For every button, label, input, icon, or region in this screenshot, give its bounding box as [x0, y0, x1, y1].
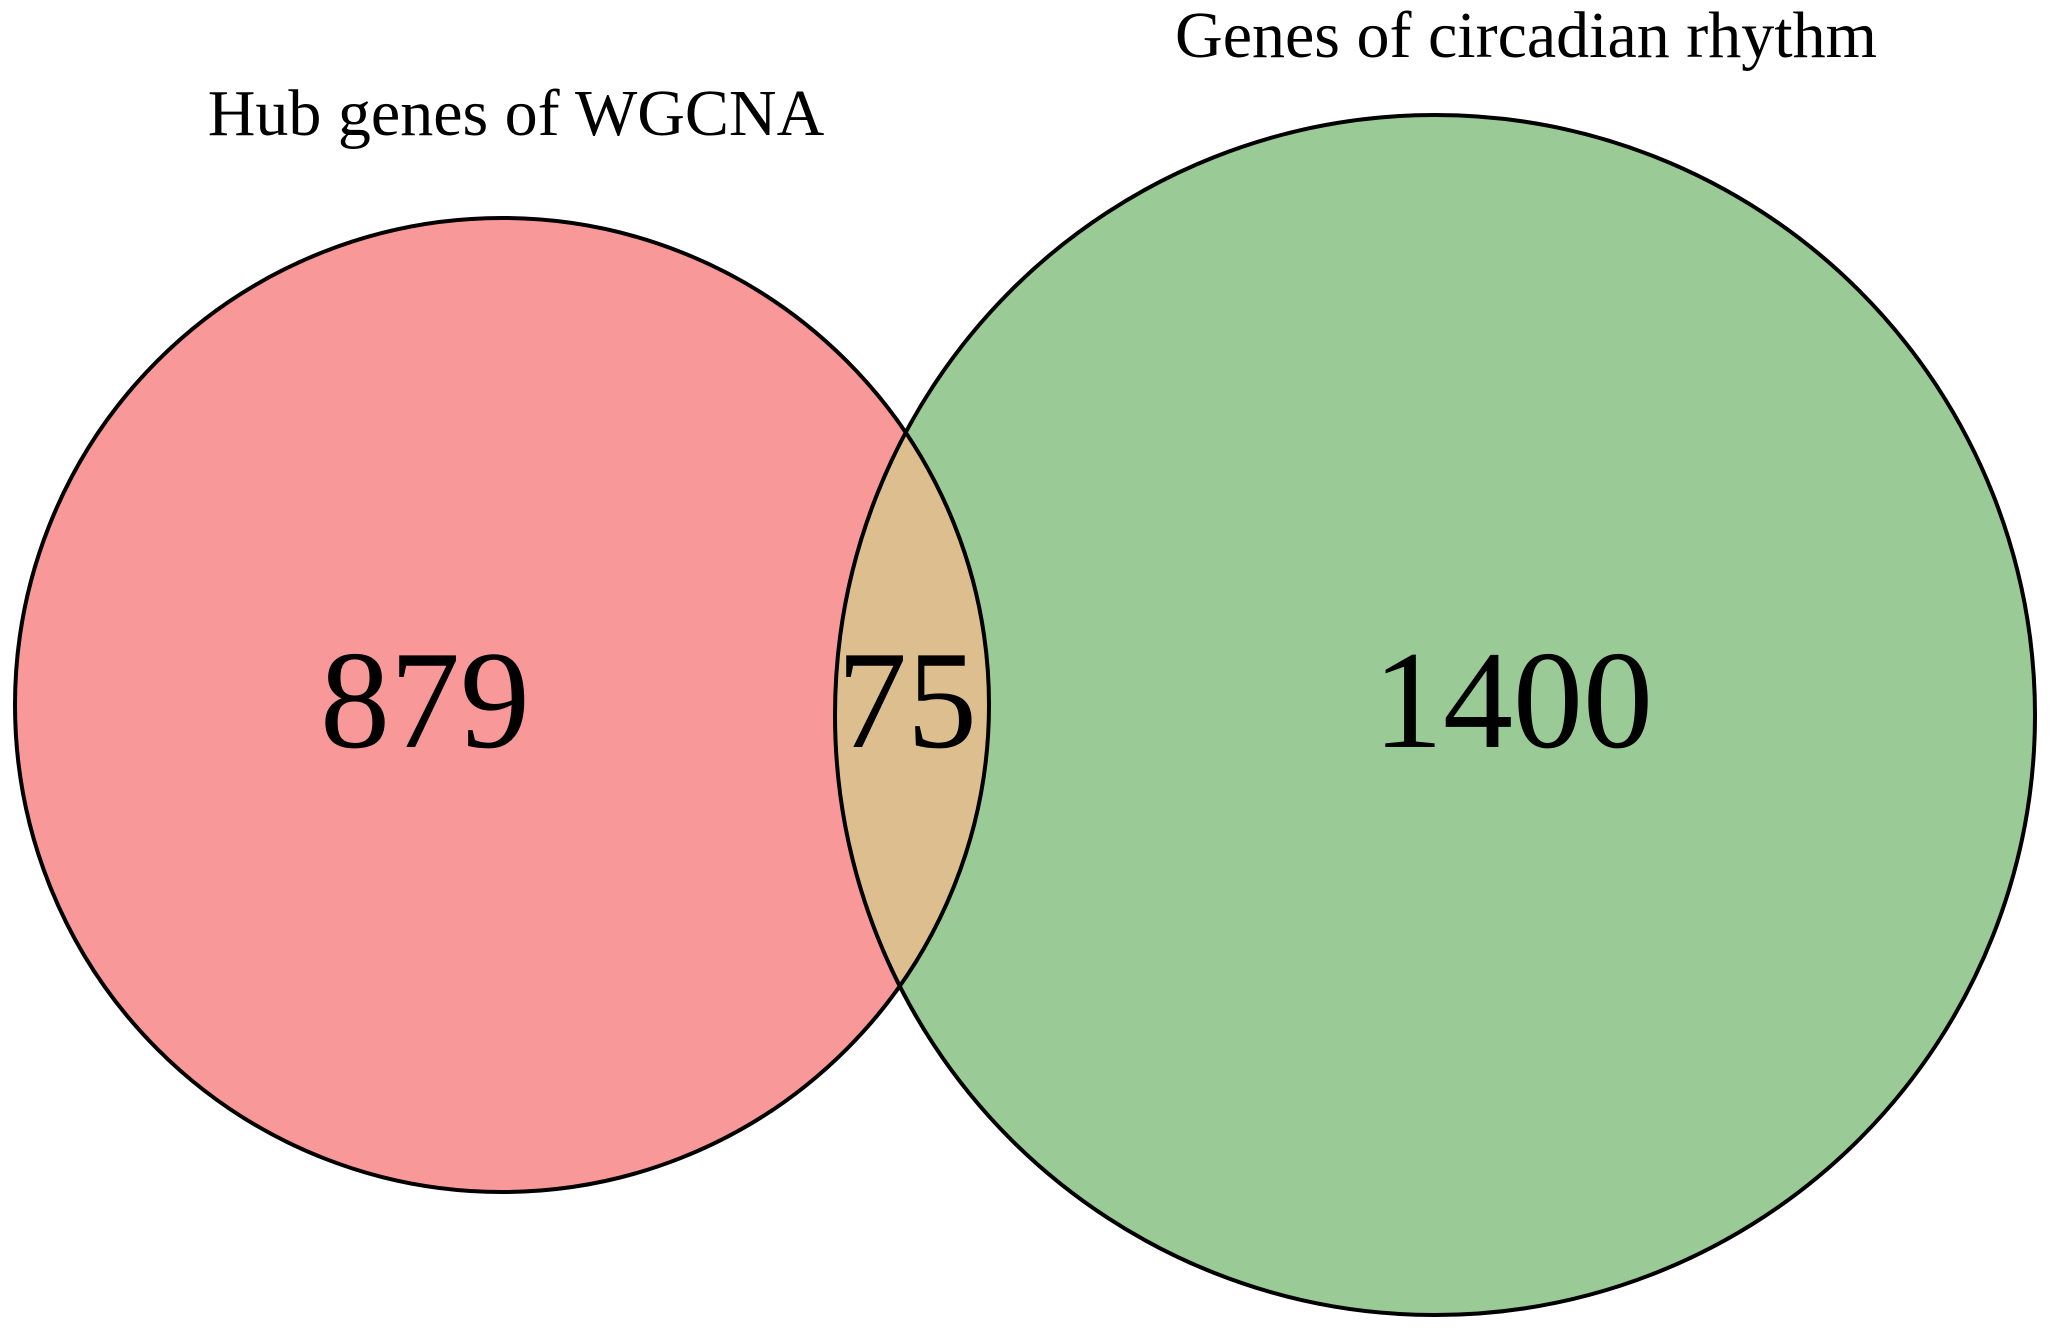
set-titles: Hub genes of WGCNA Genes of circadian rh…: [208, 0, 1877, 150]
intersection-count: 75: [837, 623, 977, 778]
right-set-region: [835, 115, 2035, 1315]
left-set-region: [15, 218, 989, 1192]
set-outlines: [13, 113, 2037, 1317]
left-set-title: Hub genes of WGCNA: [208, 77, 825, 150]
left-set-outline: [13, 216, 991, 1194]
right-set-title: Genes of circadian rhythm: [1175, 0, 1877, 72]
right-set-outline: [833, 113, 2037, 1317]
right-set-count: 1400: [1373, 623, 1653, 778]
left-set-count: 879: [320, 623, 530, 778]
region-counts: 879 75 1400: [320, 623, 1653, 778]
